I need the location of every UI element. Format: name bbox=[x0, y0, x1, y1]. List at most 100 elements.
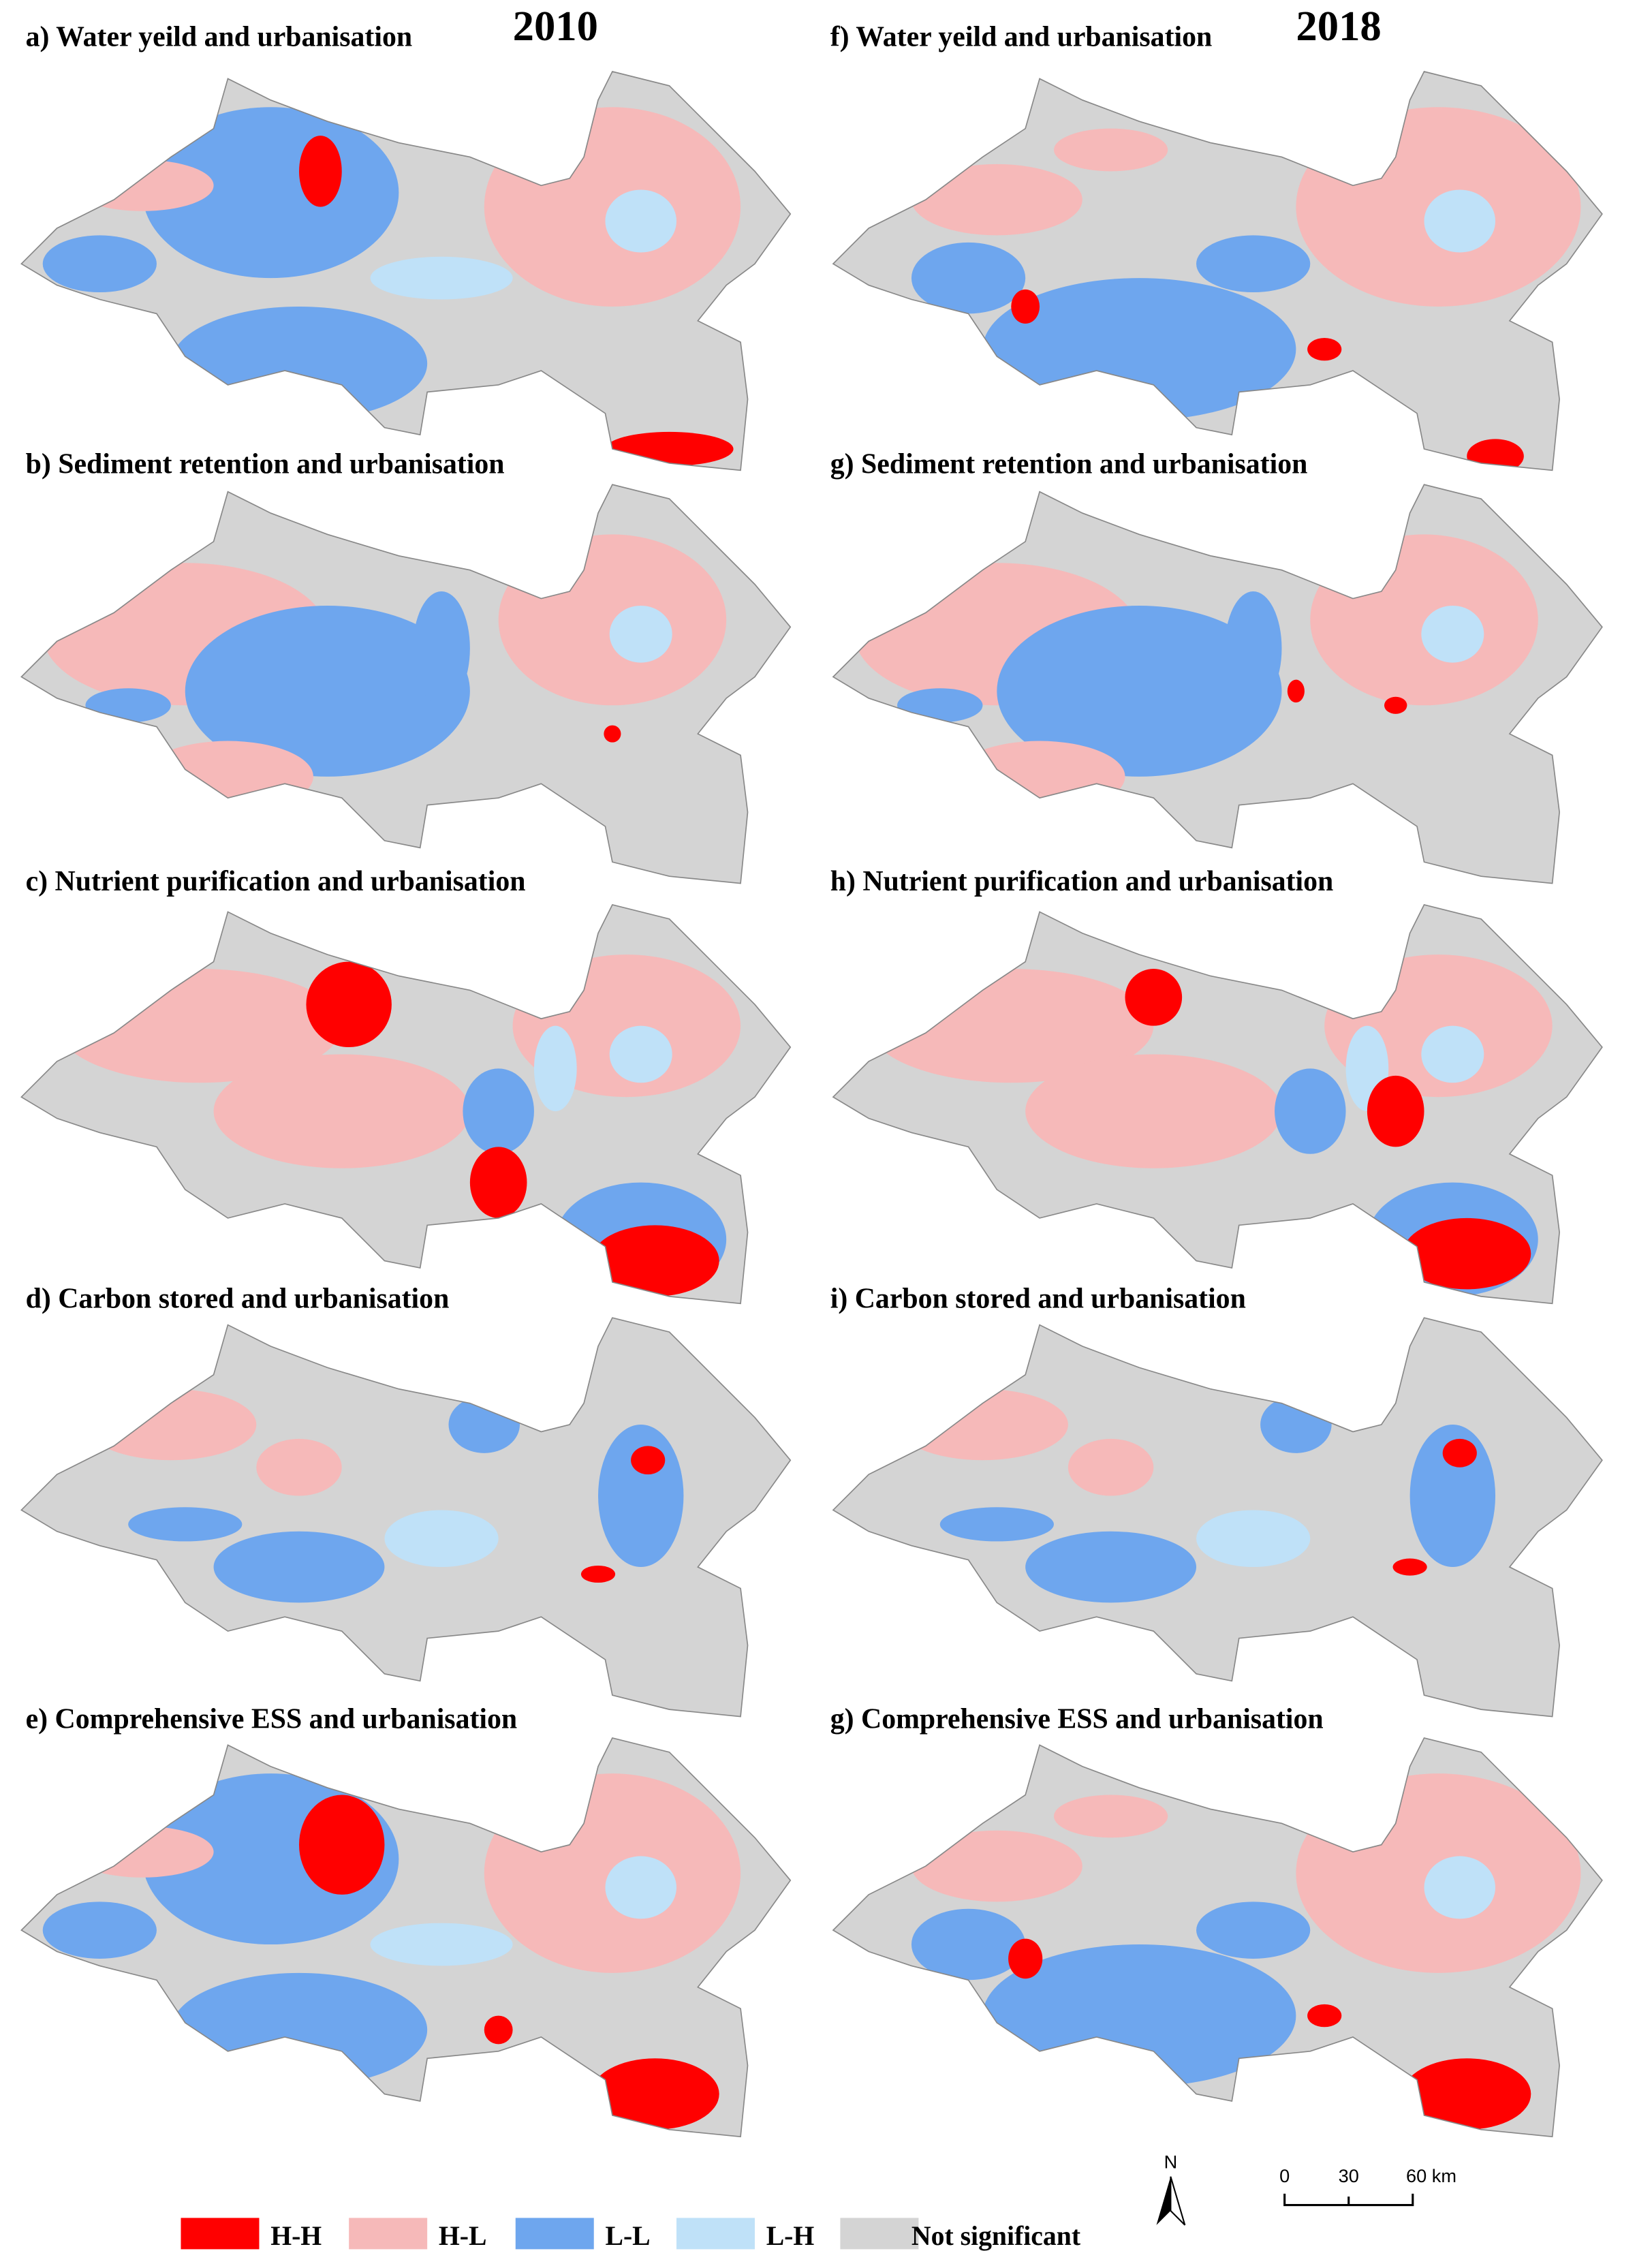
legend-swatch bbox=[515, 2218, 594, 2250]
map-fill bbox=[832, 484, 1602, 884]
cluster-patch bbox=[1310, 534, 1538, 706]
map bbox=[832, 1737, 1603, 2138]
cluster-patch bbox=[1125, 969, 1183, 1026]
cluster-patch bbox=[997, 605, 1282, 777]
cluster-patch bbox=[1025, 1054, 1282, 1168]
cluster-patch bbox=[370, 256, 513, 300]
map bbox=[20, 484, 792, 884]
cluster-patch bbox=[128, 1507, 243, 1542]
cluster-patch bbox=[170, 306, 428, 421]
panel-title: f) Water yeild and urbanisation bbox=[830, 21, 1212, 52]
map-fill bbox=[21, 484, 791, 884]
map-fill bbox=[21, 72, 791, 471]
panel-title: c) Nutrient purification and urbanisatio… bbox=[26, 866, 526, 897]
cluster-patch bbox=[213, 1054, 470, 1168]
cluster-patch bbox=[897, 688, 983, 723]
map bbox=[20, 1737, 792, 2138]
cluster-patch bbox=[1442, 1438, 1477, 1468]
cluster-patch bbox=[71, 1826, 214, 1878]
cluster-patch bbox=[939, 1507, 1054, 1542]
map bbox=[832, 70, 1603, 471]
legend-swatch bbox=[676, 2218, 755, 2250]
panel-title: h) Nutrient purification and urbanisatio… bbox=[830, 866, 1334, 897]
cluster-patch bbox=[42, 1901, 157, 1959]
map-fill bbox=[832, 904, 1602, 1304]
cluster-patch bbox=[85, 1388, 257, 1461]
cluster-patch bbox=[1008, 1938, 1043, 1979]
cluster-patch bbox=[1224, 591, 1282, 706]
cluster-patch bbox=[1025, 1531, 1197, 1603]
cluster-patch bbox=[463, 1068, 534, 1154]
north-label: N bbox=[1164, 2151, 1178, 2172]
map bbox=[20, 70, 792, 471]
panel-title: b) Sediment retention and urbanisation bbox=[26, 449, 505, 480]
map-fill bbox=[21, 1737, 791, 2137]
cluster-patch bbox=[142, 741, 313, 813]
cluster-patch bbox=[306, 961, 392, 1048]
legend-label: L-H bbox=[766, 2221, 815, 2251]
cluster-patch bbox=[1053, 128, 1168, 172]
cluster-patch bbox=[609, 1025, 672, 1083]
cluster-patch bbox=[185, 605, 470, 777]
cluster-patch bbox=[1384, 696, 1407, 714]
legend-swatch bbox=[349, 2218, 428, 2250]
cluster-patch bbox=[1260, 1396, 1332, 1453]
cluster-patch bbox=[384, 1510, 499, 1568]
cluster-patch bbox=[1196, 1901, 1311, 1959]
cluster-patch bbox=[1067, 1438, 1154, 1496]
scale-label: 60 km bbox=[1406, 2165, 1456, 2186]
legend-swatch bbox=[840, 2218, 919, 2250]
cluster-patch bbox=[1275, 1068, 1346, 1154]
cluster-patch bbox=[1287, 679, 1305, 703]
cluster-patch bbox=[1403, 1217, 1531, 1290]
cluster-patch bbox=[1421, 605, 1484, 663]
map-fill bbox=[832, 1737, 1602, 2137]
cluster-patch bbox=[1421, 1025, 1484, 1083]
legend-label: H-L bbox=[439, 2221, 487, 2251]
cluster-patch bbox=[533, 1025, 577, 1112]
cluster-patch bbox=[1367, 1075, 1424, 1147]
cluster-patch bbox=[1424, 1856, 1496, 1919]
cluster-patch bbox=[170, 1972, 428, 2087]
cluster-patch bbox=[598, 1425, 684, 1568]
map bbox=[832, 1317, 1603, 1718]
cluster-patch bbox=[1424, 189, 1496, 253]
cluster-patch bbox=[1467, 439, 1524, 471]
cluster-patch bbox=[71, 159, 214, 211]
cluster-patch bbox=[911, 1908, 1026, 1981]
panel-title: g) Comprehensive ESS and urbanisation bbox=[830, 1703, 1324, 1735]
cluster-patch bbox=[299, 1795, 385, 1895]
cluster-patch bbox=[1011, 289, 1040, 324]
cluster-patch bbox=[605, 431, 734, 467]
cluster-patch bbox=[484, 2015, 513, 2045]
cluster-patch bbox=[299, 136, 342, 207]
cluster-patch bbox=[1196, 1510, 1311, 1568]
panel-title: d) Carbon stored and urbanisation bbox=[26, 1284, 450, 1315]
cluster-patch bbox=[498, 534, 727, 706]
cluster-patch bbox=[1307, 337, 1342, 361]
legend-label: L-L bbox=[605, 2221, 650, 2251]
cluster-patch bbox=[1307, 2004, 1342, 2028]
map bbox=[20, 1317, 792, 1718]
scale-bar: 0 30 60 km bbox=[1279, 2165, 1456, 2207]
legend: H-H H-L L-L L-H Not significant bbox=[181, 2218, 1081, 2251]
cluster-patch bbox=[609, 605, 672, 663]
cluster-patch bbox=[897, 1388, 1068, 1461]
map bbox=[832, 903, 1603, 1305]
map-fill bbox=[21, 904, 791, 1304]
cluster-patch bbox=[1403, 2058, 1531, 2130]
cluster-patch bbox=[1196, 235, 1311, 293]
cluster-patch bbox=[448, 1396, 520, 1453]
cluster-patch bbox=[954, 741, 1125, 813]
panel-title: a) Water yeild and urbanisation bbox=[26, 21, 412, 52]
cluster-patch bbox=[911, 242, 1026, 314]
map bbox=[20, 903, 792, 1305]
cluster-patch bbox=[42, 235, 157, 293]
legend-label: Not significant bbox=[911, 2221, 1081, 2251]
panel-title: e) Comprehensive ESS and urbanisation bbox=[26, 1703, 518, 1735]
map bbox=[832, 484, 1603, 884]
cluster-patch bbox=[591, 1225, 719, 1297]
cluster-patch bbox=[85, 688, 171, 723]
